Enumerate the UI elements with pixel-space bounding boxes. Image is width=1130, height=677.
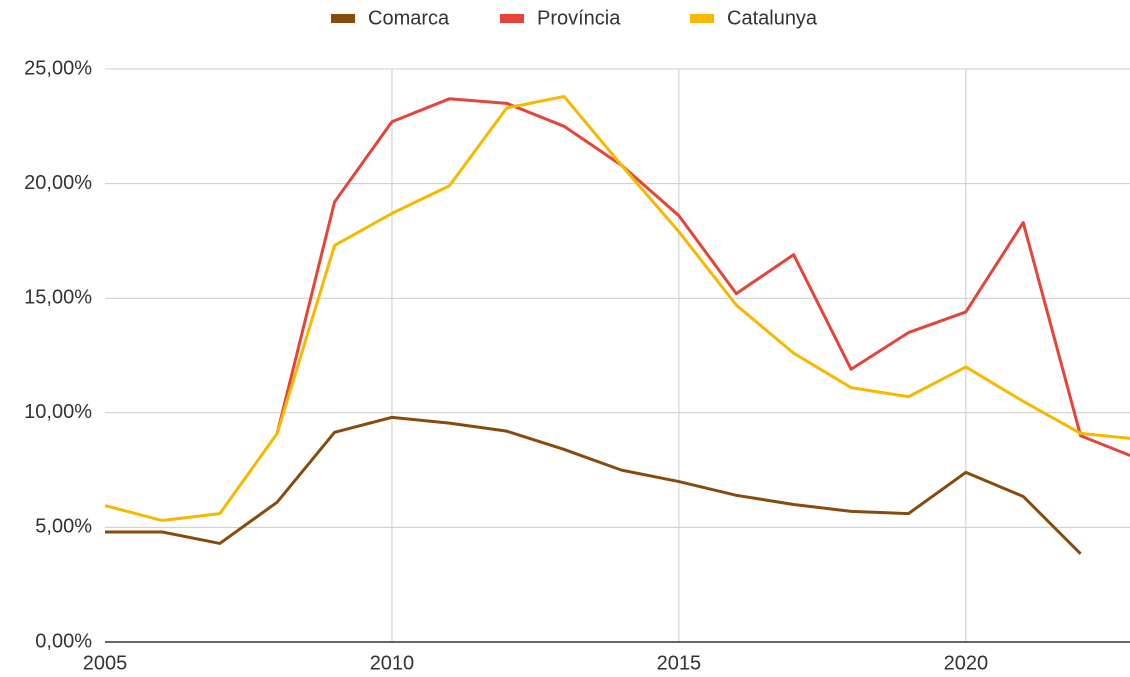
x-tick-label: 2020 bbox=[944, 652, 989, 674]
x-tick-label: 2005 bbox=[83, 652, 128, 674]
legend-swatch bbox=[331, 14, 355, 23]
y-tick-label: 20,00% bbox=[24, 172, 92, 194]
y-tick-label: 0,00% bbox=[35, 630, 92, 652]
legend-swatch bbox=[690, 14, 714, 23]
series-line bbox=[105, 415, 1082, 555]
legend-label: Catalunya bbox=[727, 7, 818, 29]
y-tick-label: 25,00% bbox=[24, 57, 92, 79]
y-tick-label: 5,00% bbox=[35, 516, 92, 538]
legend-label: Comarca bbox=[368, 7, 450, 29]
plot-area bbox=[104, 95, 1130, 555]
x-tick-label: 2010 bbox=[370, 652, 415, 674]
x-tick-label: 2015 bbox=[657, 652, 702, 674]
legend-swatch bbox=[500, 14, 524, 23]
legend-label: Província bbox=[537, 7, 621, 29]
y-tick-label: 10,00% bbox=[24, 401, 92, 423]
series-line bbox=[104, 95, 1130, 523]
series-line bbox=[275, 97, 1130, 458]
y-tick-label: 15,00% bbox=[24, 286, 92, 308]
